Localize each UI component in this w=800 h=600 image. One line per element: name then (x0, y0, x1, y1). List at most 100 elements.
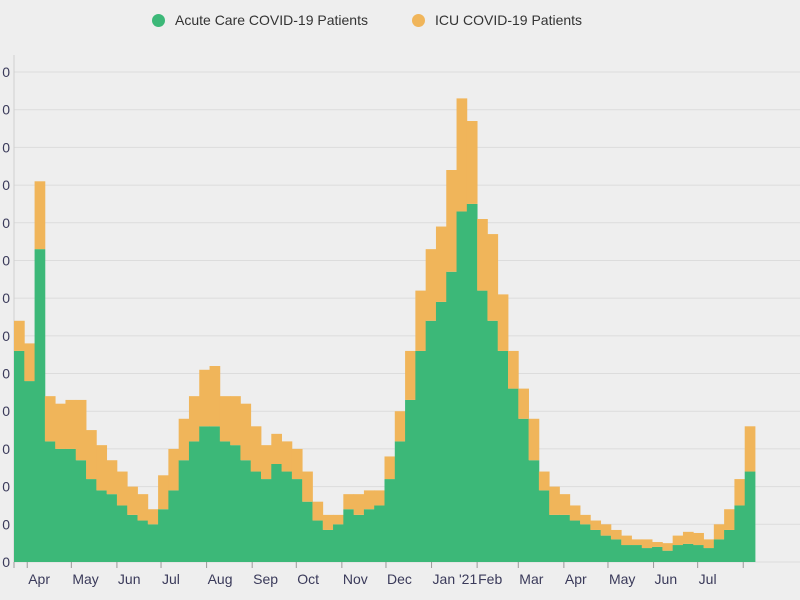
x-tick-label: Oct (297, 571, 319, 587)
bar-icu (384, 456, 396, 480)
x-tick-label: Aug (208, 571, 233, 587)
x-tick-label: Mar (519, 571, 543, 587)
y-tick-label: 0 (2, 516, 10, 532)
bar-acute (271, 464, 282, 562)
bar-icu (662, 543, 674, 551)
bar-acute (662, 550, 674, 562)
bar-acute (168, 490, 180, 562)
bar-icu (693, 532, 704, 546)
bar-icu (178, 418, 190, 461)
x-tick-label: Jul (699, 571, 717, 587)
bar-icu (219, 396, 231, 442)
bar-acute (209, 426, 221, 562)
bar-icu (610, 529, 622, 540)
legend-label-icu: ICU COVID-19 Patients (435, 12, 583, 28)
bar-icu (569, 505, 581, 521)
bar-acute (24, 381, 35, 562)
bar-icu (343, 494, 355, 510)
bar-acute (55, 448, 66, 562)
bar-icu (528, 418, 540, 461)
bar-acute (713, 539, 725, 562)
bar-acute (34, 249, 46, 562)
bar-acute (477, 290, 488, 562)
bar-icu (435, 226, 447, 302)
legend-label-acute: Acute Care COVID-19 Patients (175, 12, 368, 28)
icu-legend-dot-icon (412, 13, 425, 27)
bar-icu (353, 494, 365, 515)
bar-icu (106, 460, 118, 495)
bar-icu (734, 479, 746, 506)
bar-icu (322, 514, 334, 530)
bar-acute (621, 545, 632, 562)
bar-acute (435, 301, 447, 562)
y-tick-label: 0 (2, 290, 10, 306)
bar-icu (487, 234, 499, 321)
bar-icu (415, 290, 427, 351)
legend: Acute Care COVID-19 Patients ICU COVID-1… (0, 12, 800, 32)
x-tick-label: Apr (28, 571, 50, 587)
bar-icu (137, 494, 149, 521)
legend-item-acute[interactable]: Acute Care COVID-19 Patients (152, 12, 368, 28)
bar-acute (652, 546, 663, 562)
bar-icu (703, 539, 715, 549)
bar-acute (446, 271, 457, 562)
bar-icu (446, 170, 457, 272)
bar-icu (158, 475, 169, 510)
bar-icu (209, 366, 221, 427)
bar-icu (333, 514, 344, 525)
bar-icu (580, 514, 591, 525)
bar-acute (158, 509, 169, 562)
bar-acute (528, 460, 540, 562)
bar-icu (44, 396, 56, 442)
bar-acute (744, 471, 756, 562)
x-tick-label: Apr (565, 571, 587, 587)
bar-icu (508, 350, 519, 389)
bar-acute (188, 441, 200, 562)
bar-acute (559, 514, 571, 562)
bar-icu (147, 509, 159, 525)
y-tick-label: 0 (2, 177, 10, 193)
bar-acute (322, 529, 334, 562)
bar-icu (631, 539, 643, 546)
bar-icu (549, 486, 560, 515)
bar-acute (538, 490, 550, 562)
bar-icu (405, 350, 416, 400)
bar-icu (394, 411, 406, 442)
bar-icu (250, 426, 262, 472)
bar-icu (271, 433, 282, 464)
y-tick-label: 0 (2, 215, 10, 231)
bar-acute (466, 203, 478, 562)
bar-acute (106, 494, 118, 562)
bar-acute (693, 545, 704, 562)
bar-acute (312, 520, 324, 562)
bar-icu (199, 369, 210, 427)
bar-icu (168, 448, 180, 491)
bar-acute (14, 350, 25, 562)
bar-icu (559, 494, 571, 515)
bar-acute (580, 524, 591, 562)
bar-icu (641, 539, 653, 549)
y-tick-label: 0 (2, 102, 10, 118)
bar-acute (384, 479, 396, 562)
bar-acute (291, 479, 303, 562)
bar-acute (672, 545, 684, 562)
bar-icu (302, 471, 313, 502)
legend-item-icu[interactable]: ICU COVID-19 Patients (412, 12, 582, 28)
bar-icu (96, 445, 108, 491)
bar-acute (405, 399, 416, 562)
bar-icu (240, 403, 252, 461)
x-tick-label: May (72, 571, 98, 587)
bar-acute (281, 471, 293, 562)
bar-icu (497, 294, 509, 351)
x-tick-label: Nov (343, 571, 368, 587)
bar-icu (713, 524, 725, 540)
x-tick-label: Feb (478, 571, 502, 587)
bar-acute (363, 509, 375, 562)
bar-icu (281, 441, 293, 472)
acute-legend-dot-icon (152, 13, 165, 27)
bar-icu (127, 486, 138, 515)
bar-icu (86, 430, 97, 480)
bar-icu (261, 445, 272, 480)
bar-acute (703, 548, 715, 562)
bar-icu (600, 524, 612, 536)
